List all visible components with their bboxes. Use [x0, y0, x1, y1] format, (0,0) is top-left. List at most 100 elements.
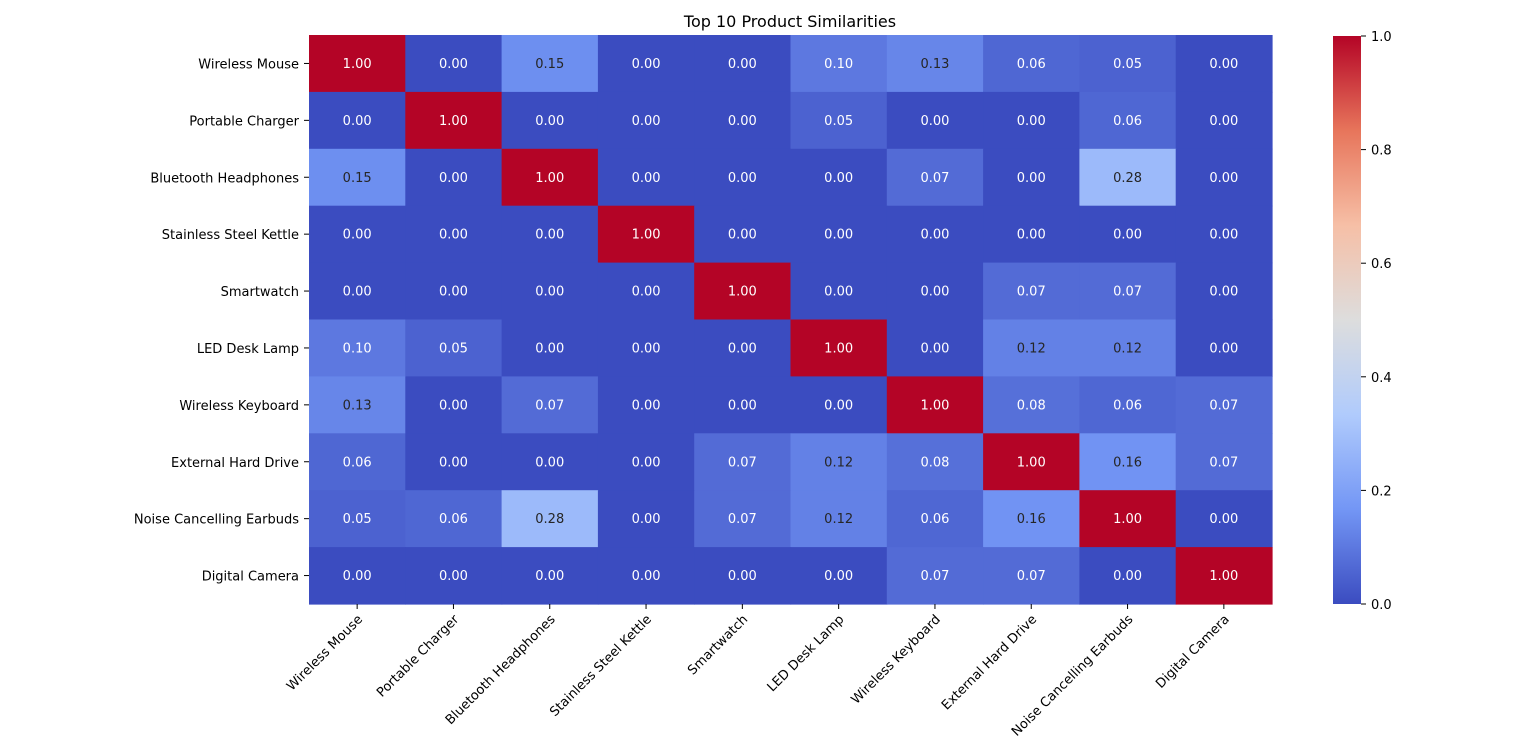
cell-value-label: 0.00 — [632, 57, 661, 72]
cell-value-label: 0.00 — [824, 228, 853, 243]
heatmap-cell — [1079, 91, 1177, 150]
cell-value-label: 0.00 — [1209, 228, 1238, 243]
heatmap-cell — [1175, 376, 1273, 434]
cell-value-label: 0.16 — [1113, 455, 1142, 470]
cell-value-label: 0.16 — [1017, 512, 1046, 527]
cell-value-label: 0.06 — [343, 455, 372, 470]
heatmap-cell — [501, 148, 599, 207]
heatmap-cell — [405, 376, 503, 434]
heatmap-cell — [1079, 262, 1177, 321]
cell-value-label: 0.00 — [920, 114, 949, 129]
cell-value-label: 0.00 — [824, 569, 853, 584]
cell-value-label: 0.00 — [632, 512, 661, 527]
heatmap-cell — [405, 91, 503, 150]
x-tick-label: External Hard Drive — [939, 612, 1040, 713]
colorbar-gradient — [1333, 36, 1361, 604]
cell-value-label: 0.00 — [728, 171, 757, 186]
colorbar: 0.0 0.2 0.4 0.6 0.8 1.0 — [1333, 30, 1392, 613]
cell-value-label: 0.10 — [343, 341, 372, 356]
heatmap-cell — [597, 433, 695, 491]
cell-value-label: 1.00 — [439, 114, 468, 129]
cell-value-label: 0.00 — [632, 455, 661, 470]
cell-value-label: 0.00 — [439, 455, 468, 470]
y-tick-label: Wireless Keyboard — [179, 399, 299, 414]
heatmap-cell — [597, 205, 695, 264]
cell-value-label: 0.07 — [728, 455, 757, 470]
cell-value-label: 0.00 — [632, 398, 661, 413]
heatmap-cell — [597, 91, 695, 150]
cell-value-label: 1.00 — [1113, 512, 1142, 527]
heatmap-cell — [886, 547, 984, 605]
cell-value-label: 0.00 — [824, 171, 853, 186]
heatmap-cell — [694, 262, 792, 321]
cell-value-label: 0.07 — [1209, 398, 1238, 413]
heatmap-cell — [983, 35, 1080, 93]
heatmap-cell — [309, 376, 406, 434]
cell-value-label: 0.00 — [439, 285, 468, 300]
cell-value-label: 0.05 — [824, 114, 853, 129]
cell-value-label: 0.07 — [535, 398, 564, 413]
heatmap-cells — [309, 35, 1273, 605]
cell-value-label: 1.00 — [1017, 455, 1046, 470]
heatmap-cell — [790, 91, 888, 150]
heatmap-cell — [1079, 433, 1177, 491]
heatmap-cell — [309, 262, 406, 321]
heatmap-cell — [886, 376, 984, 434]
heatmap-cell — [886, 91, 984, 150]
heatmap-cell — [694, 91, 792, 150]
cell-value-label: 0.08 — [920, 455, 949, 470]
heatmap-cell — [501, 547, 599, 605]
colorbar-tick-label: 0.8 — [1371, 144, 1392, 159]
cell-value-label: 0.07 — [1113, 285, 1142, 300]
cell-value-label: 0.00 — [439, 569, 468, 584]
y-tick-label: Wireless Mouse — [198, 57, 299, 72]
heatmap-cell — [597, 319, 695, 377]
heatmap-cell — [790, 433, 888, 491]
cell-value-label: 0.13 — [920, 57, 949, 72]
heatmap-cell — [501, 319, 599, 377]
heatmap-cell — [309, 35, 406, 93]
cell-annotations: 1.00 0.00 0.15 0.00 0.00 0.10 0.13 0.06 0.05 0.00… — [343, 57, 1239, 584]
heatmap-cell — [1175, 319, 1273, 377]
heatmap-cell — [597, 376, 695, 434]
heatmap-cell — [1079, 35, 1177, 93]
cell-value-label: 0.06 — [1017, 57, 1046, 72]
heatmap-cell — [790, 262, 888, 321]
heatmap-cell — [597, 35, 695, 93]
cell-value-label: 0.00 — [343, 569, 372, 584]
heatmap-cell — [405, 205, 503, 264]
heatmap-cell — [983, 262, 1080, 321]
cell-value-label: 0.00 — [343, 114, 372, 129]
x-tick-label: LED Desk Lamp — [765, 612, 848, 695]
cell-value-label: 0.12 — [1017, 341, 1046, 356]
cell-value-label: 0.00 — [535, 455, 564, 470]
cell-value-label: 0.00 — [728, 398, 757, 413]
cell-value-label: 0.06 — [1113, 114, 1142, 129]
heatmap-cell — [597, 547, 695, 605]
heatmap-cell — [309, 148, 406, 207]
heatmap-cell — [405, 433, 503, 491]
heatmap-cell — [983, 547, 1080, 605]
cell-value-label: 0.07 — [920, 171, 949, 186]
heatmap-cell — [1079, 205, 1177, 264]
heatmap-cell — [790, 319, 888, 377]
cell-value-label: 0.00 — [1209, 171, 1238, 186]
cell-value-label: 0.00 — [1209, 512, 1238, 527]
cell-value-label: 0.00 — [343, 228, 372, 243]
cell-value-label: 0.28 — [1113, 171, 1142, 186]
heatmap-cell — [886, 490, 984, 548]
heatmap-cell — [405, 490, 503, 548]
heatmap-cell — [694, 376, 792, 434]
heatmap-cell — [983, 433, 1080, 491]
cell-value-label: 0.00 — [1017, 171, 1046, 186]
heatmap-cell — [1079, 319, 1177, 377]
y-tick-label: Portable Charger — [189, 114, 299, 129]
cell-value-label: 0.00 — [920, 341, 949, 356]
cell-value-label: 0.13 — [343, 398, 372, 413]
cell-value-label: 0.00 — [728, 569, 757, 584]
heatmap-cell — [694, 433, 792, 491]
heatmap-cell — [501, 376, 599, 434]
heatmap-cell — [501, 490, 599, 548]
cell-value-label: 0.00 — [632, 341, 661, 356]
